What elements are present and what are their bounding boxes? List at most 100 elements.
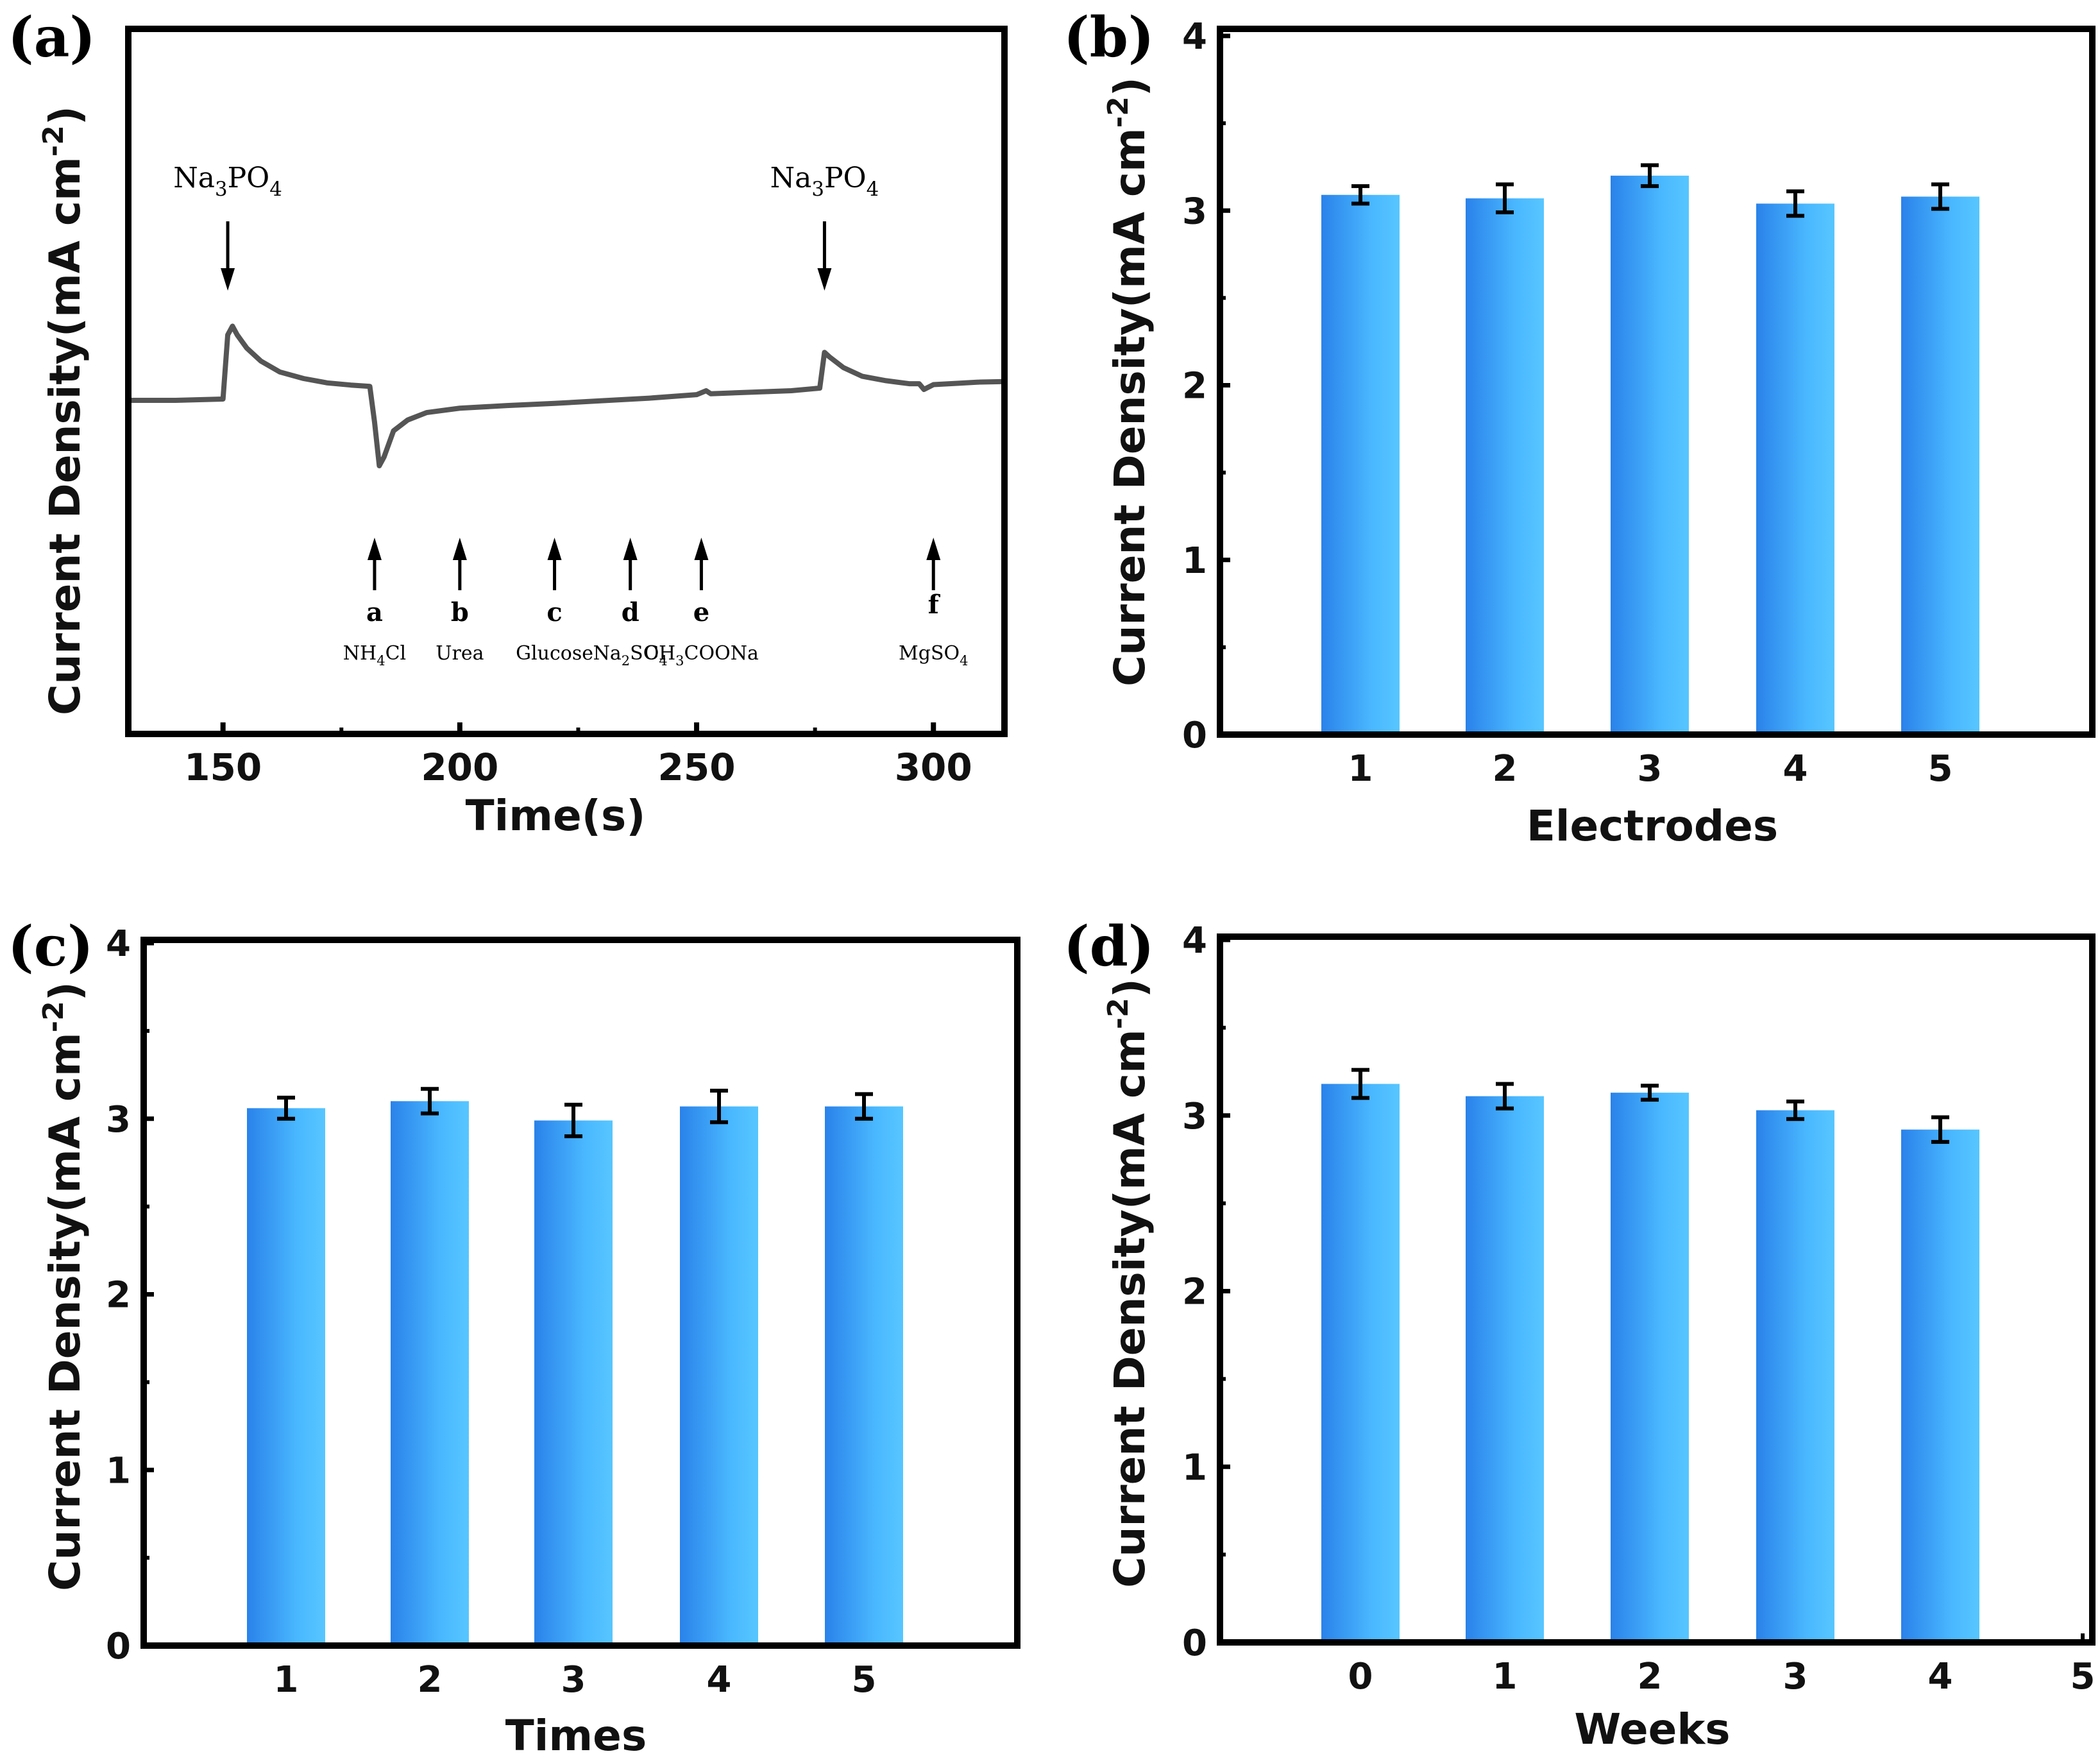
- panel-c-xlabel: Times: [505, 1711, 647, 1760]
- annotation-arrow-head: [926, 538, 941, 560]
- panel-c-y-tick-label: 1: [106, 1450, 131, 1492]
- panel-c-frame: [140, 937, 1020, 1649]
- panel-d-error-bar: [1641, 1084, 1659, 1102]
- panel-a-x-tick-label: 250: [658, 745, 736, 789]
- panel-b-bar: [1321, 194, 1400, 735]
- panel-c-plot: 0 1 2 3 4 1 2 3 4 5: [106, 923, 903, 1701]
- annotation-label: CH3COONa: [644, 642, 759, 669]
- annotation-letter: f: [928, 590, 941, 620]
- panel-c-x-tick-label: 3: [561, 1659, 586, 1701]
- annotation-arrow-head: [452, 538, 467, 560]
- annotation-label: MgSO4: [899, 642, 968, 669]
- annotation-arrow-head: [623, 538, 638, 560]
- panel-a-annotation-e: e CH3COONa: [644, 538, 759, 669]
- panel-d-error-bar: [1931, 1115, 1949, 1144]
- panel-c-y-tick-label: 2: [106, 1275, 131, 1316]
- panel-b-x-tick-label: 5: [1928, 748, 1953, 790]
- panel-c-error-bar: [421, 1087, 439, 1116]
- panel-a-annotation-b: b Urea: [436, 538, 484, 665]
- panel-b-error-bar: [1641, 163, 1659, 189]
- panel-b-x-tick-label: 1: [1348, 748, 1373, 790]
- annotation-letter: b: [451, 597, 469, 627]
- panel-a-annotation-na-top-1: Na3PO4: [173, 162, 282, 291]
- panel-d-label: (d): [1063, 914, 1155, 979]
- panel-b-ylabel: Current Density(mA cm-2): [1102, 77, 1155, 686]
- annotation-label: Na3PO4: [770, 162, 879, 201]
- panel-d-bar: [1321, 1084, 1400, 1642]
- panel-b-error-bar: [1931, 182, 1949, 211]
- annotation-letter: c: [546, 597, 562, 627]
- panel-c-error-bar: [855, 1092, 873, 1121]
- panel-b-y-tick-label: 0: [1182, 715, 1207, 756]
- panel-b-bar: [1901, 196, 1979, 735]
- panel-a: (a) Current Density(mA cm-2) 150 200 250 30…: [8, 5, 1008, 840]
- panel-d-x-tick-label: 1: [1493, 1656, 1518, 1698]
- panel-d-x-tick-label: 3: [1783, 1656, 1808, 1698]
- panel-d-y-tick-label: 3: [1182, 1096, 1207, 1137]
- panel-a-series-line: [128, 323, 1005, 468]
- panel-b-y-tick-label: 1: [1182, 540, 1207, 582]
- annotation-letter: a: [366, 597, 383, 627]
- panel-b-bar: [1466, 198, 1544, 735]
- panel-b-xlabel: Electrodes: [1527, 801, 1778, 851]
- panel-b-x-tick-label: 2: [1493, 748, 1518, 790]
- panel-a-annotation-f: f MgSO4: [899, 538, 968, 669]
- panel-d-bar: [1901, 1129, 1979, 1642]
- panel-a-x-tick-label: 300: [895, 745, 972, 789]
- panel-c-ylabel: Current Density(mA cm-2): [37, 982, 90, 1591]
- panel-c-bar: [247, 1108, 325, 1646]
- panel-a-ylabel: Current Density(mA cm-2): [37, 106, 90, 715]
- panel-c-y-tick-label: 0: [106, 1626, 131, 1667]
- panel-a-plot: 150 200 250 300 Na3PO4 Na3PO4 a NH4Cl b Urea c Gluc…: [128, 162, 1005, 789]
- panel-c-x-tick-label: 5: [852, 1659, 877, 1701]
- panel-d-plot: 0 1 2 3 4 0 1 2 3 4 5: [1182, 920, 2095, 1698]
- annotation-arrow-head: [547, 538, 562, 560]
- panel-d-frame: [1217, 933, 2096, 1646]
- panel-c-x-tick-label: 4: [707, 1659, 732, 1701]
- panel-d-y-tick-label: 0: [1182, 1622, 1207, 1664]
- panel-a-frame: [125, 26, 1008, 737]
- panel-d-error-bar: [1496, 1082, 1514, 1111]
- panel-a-annotation-a: a NH4Cl: [343, 538, 406, 669]
- panel-c-x-tick-label: 2: [418, 1659, 443, 1701]
- annotation-label: Na3PO4: [173, 162, 282, 201]
- annotation-label: Na2SO4: [593, 642, 668, 669]
- panel-c-error-bar: [277, 1095, 295, 1121]
- panel-b-x-tick-label: 3: [1638, 748, 1663, 790]
- panel-c-bar: [680, 1106, 758, 1646]
- panel-d-bar: [1756, 1110, 1834, 1642]
- panel-b-error-bar: [1351, 184, 1369, 206]
- panel-c-x-tick-label: 1: [274, 1659, 299, 1701]
- annotation-label: Urea: [436, 642, 484, 665]
- panel-b-error-bar: [1786, 189, 1804, 218]
- panel-d-bar: [1466, 1096, 1544, 1642]
- panel-a-x-tick-label: 200: [421, 745, 498, 789]
- panel-b-x-tick-label: 4: [1783, 748, 1808, 790]
- panel-b-frame: [1217, 26, 2096, 738]
- annotation-label: Glucose: [516, 642, 593, 665]
- panel-b-y-tick-label: 4: [1182, 16, 1207, 58]
- panel-d-x-tick-label: 4: [1928, 1656, 1953, 1698]
- annotation-arrow-head: [221, 268, 235, 291]
- panel-a-annotation-d: d Na2SO4: [593, 538, 668, 669]
- panel-b-label: (b): [1063, 5, 1155, 70]
- panel-d-error-bar: [1351, 1068, 1369, 1100]
- annotation-label: NH4Cl: [343, 642, 406, 669]
- panel-a-xlabel: Time(s): [466, 791, 646, 840]
- panel-d-y-tick-label: 2: [1182, 1272, 1207, 1313]
- panel-b-y-tick-label: 2: [1182, 366, 1207, 407]
- annotation-arrow-head: [694, 538, 709, 560]
- panel-c-bar: [534, 1120, 613, 1646]
- panel-d-ylabel: Current Density(mA cm-2): [1102, 978, 1155, 1588]
- panel-d-error-bar: [1786, 1099, 1804, 1121]
- panel-c-error-bar: [710, 1088, 728, 1125]
- annotation-arrow-head: [817, 268, 832, 291]
- panel-d-bar: [1611, 1093, 1689, 1642]
- panel-b-error-bar: [1496, 182, 1514, 214]
- panel-d-x-tick-label: 5: [2070, 1656, 2096, 1698]
- panel-c-y-tick-label: 3: [106, 1099, 131, 1141]
- panel-a-x-tick-label: 150: [184, 745, 262, 789]
